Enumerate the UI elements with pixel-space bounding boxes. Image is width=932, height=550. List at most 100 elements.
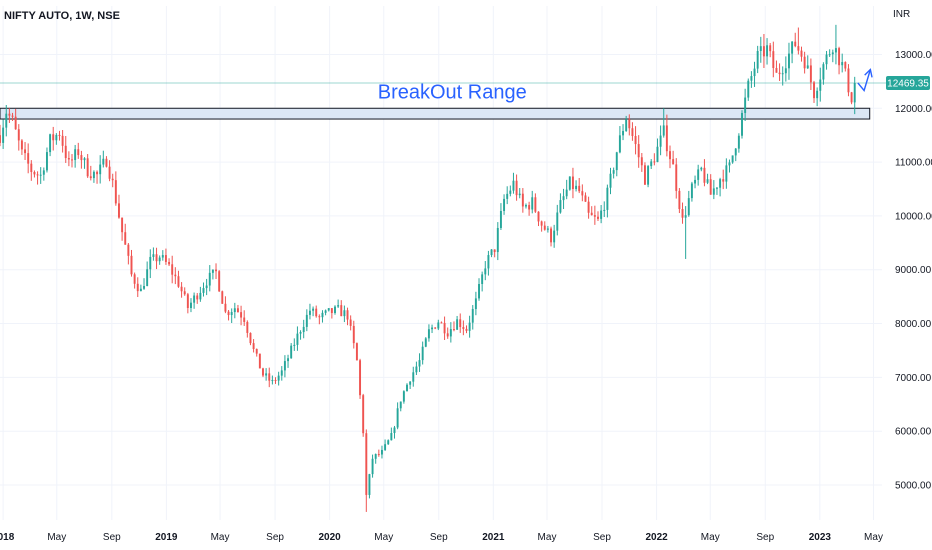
- candle-body: [712, 188, 715, 195]
- candle-body: [841, 62, 844, 66]
- candle-body: [640, 157, 643, 166]
- candle-body: [437, 322, 440, 329]
- candle-body: [130, 255, 133, 275]
- candle-body: [421, 346, 424, 361]
- candle-body: [283, 361, 286, 371]
- candle-body: [96, 171, 99, 175]
- candle-body: [741, 112, 743, 136]
- candle-body: [725, 165, 728, 182]
- candle-body: [402, 391, 405, 402]
- candle-body: [499, 210, 502, 228]
- candle-body: [715, 187, 718, 189]
- candle-body: [327, 308, 330, 311]
- candle-body: [2, 127, 5, 143]
- candle-body: [449, 329, 452, 337]
- candle-body: [597, 216, 599, 219]
- candle-body: [465, 328, 468, 331]
- candle-body: [578, 185, 581, 192]
- candle-body: [537, 211, 540, 222]
- candle-body: [299, 332, 302, 334]
- candle-body: [534, 197, 537, 212]
- x-tick-label: 2023: [809, 532, 832, 543]
- candle-body: [64, 145, 67, 159]
- candle-body: [769, 45, 772, 52]
- y-tick-label: 11000.00: [895, 158, 932, 169]
- candle-body: [528, 205, 531, 210]
- candle-body: [490, 249, 493, 256]
- candle-body: [784, 68, 787, 74]
- candle-body: [349, 319, 352, 326]
- projection-arrow: [857, 68, 873, 92]
- candle-body: [694, 179, 697, 184]
- candle-body: [52, 134, 55, 141]
- candle-body: [443, 322, 446, 334]
- candle-body: [168, 261, 171, 265]
- candle-body: [672, 159, 675, 165]
- candle-body: [86, 158, 89, 177]
- candle-body: [380, 449, 383, 455]
- candle-body: [143, 285, 145, 289]
- y-tick-label: 9000.00: [895, 265, 932, 276]
- candle-body: [474, 298, 477, 310]
- last-price-tag: 12469.35: [886, 76, 930, 91]
- candle-body: [190, 302, 192, 308]
- candle-body: [440, 322, 443, 324]
- x-tick-label: 2020: [319, 532, 342, 543]
- candle-body: [227, 311, 230, 316]
- candle-body: [330, 308, 333, 314]
- candle-body: [772, 51, 775, 68]
- candle-body: [152, 254, 155, 257]
- candle-body: [603, 209, 606, 211]
- candle-body: [813, 82, 815, 99]
- candle-body: [744, 97, 747, 113]
- x-tick-label: 2018: [0, 532, 15, 543]
- x-tick-label: 2021: [482, 532, 505, 543]
- candle-body: [647, 166, 650, 185]
- candle-body: [706, 179, 709, 183]
- candle-body: [30, 163, 33, 173]
- arrow-path: [857, 69, 872, 92]
- candle-body: [393, 427, 396, 434]
- candle-body: [58, 134, 61, 136]
- candle-body: [518, 193, 521, 196]
- candle-body: [371, 458, 374, 475]
- candle-body: [700, 167, 703, 170]
- candle-body: [424, 338, 427, 347]
- candle-body: [406, 384, 408, 392]
- candle-body: [193, 295, 196, 303]
- candle-body: [302, 326, 305, 333]
- candle-body: [399, 401, 402, 409]
- breakout-range-label[interactable]: BreakOut Range: [378, 81, 527, 103]
- candle-body: [346, 310, 349, 320]
- candle-body: [243, 317, 246, 322]
- candle-body: [221, 291, 224, 304]
- candle-body: [114, 180, 117, 204]
- candle-body: [550, 228, 552, 243]
- candle-body: [252, 343, 255, 349]
- breakout-range-rect[interactable]: [0, 107, 871, 120]
- candle-body: [681, 209, 684, 218]
- candle-body: [678, 190, 681, 210]
- candle-body: [67, 158, 70, 160]
- candle-body: [794, 41, 797, 47]
- candle-body: [650, 161, 653, 167]
- candle-body: [822, 64, 825, 80]
- candle-body: [108, 166, 111, 179]
- x-tick-label: Sep: [103, 532, 121, 543]
- candle-body: [665, 125, 668, 152]
- candle-body: [506, 193, 509, 199]
- candle-body: [766, 45, 769, 57]
- breakout-range-box[interactable]: [0, 107, 871, 120]
- candle-body: [556, 212, 559, 231]
- candle-body: [196, 295, 199, 300]
- x-axis[interactable]: 2018 May Sep 2019 May Sep 2020 May Sep 2021 May Sep…: [0, 532, 883, 543]
- candle-body: [625, 119, 628, 132]
- candle-body: [496, 227, 499, 253]
- candle-body: [208, 272, 211, 286]
- y-axis[interactable]: 5000.00 6000.00 7000.00 8000.00 9000.00 10000…: [895, 50, 932, 492]
- candle-body: [675, 164, 678, 191]
- candle-body: [211, 269, 214, 273]
- candle-body: [615, 152, 618, 171]
- candle-body: [274, 379, 277, 381]
